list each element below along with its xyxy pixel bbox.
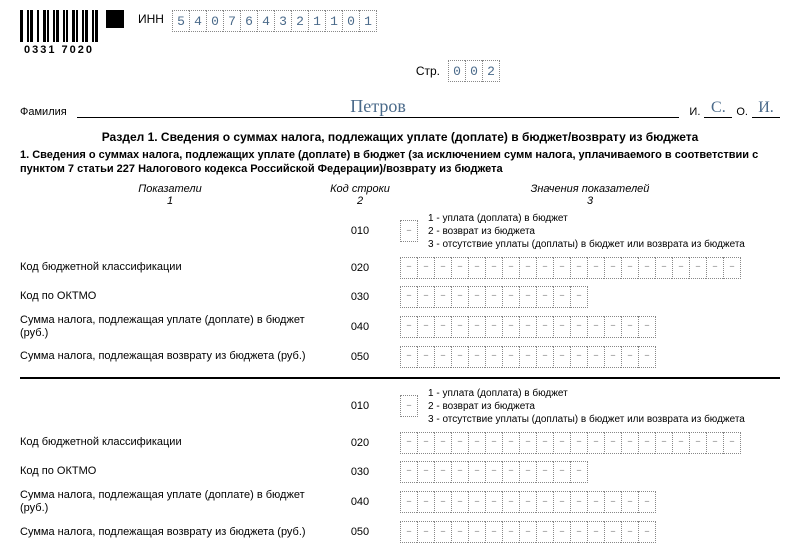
- row-050b: Сумма налога, подлежащая возврату из бюд…: [20, 520, 780, 544]
- box-010[interactable]: [400, 220, 418, 242]
- code-010b: 010: [320, 400, 400, 412]
- page-row: Стр. 002: [20, 60, 780, 82]
- code-030b: 030: [320, 466, 400, 478]
- label-030b: Код по ОКТМО: [20, 465, 320, 478]
- barcode-number: 0331 7020: [24, 44, 94, 56]
- label-040b: Сумма налога, подлежащая уплате (доплате…: [20, 489, 320, 515]
- initials: И. С. О. И.: [689, 99, 780, 118]
- col-1-num: 1: [20, 195, 320, 207]
- box-040[interactable]: [400, 316, 656, 338]
- row-020: Код бюджетной классификации 020: [20, 256, 780, 280]
- code-050b: 050: [320, 526, 400, 538]
- code-040b: 040: [320, 496, 400, 508]
- box-020[interactable]: [400, 257, 741, 279]
- code-010: 010: [320, 225, 400, 237]
- legend-010: 1 - уплата (доплата) в бюджет 2 - возвра…: [428, 212, 745, 251]
- column-numbers: 1 2 3: [20, 195, 780, 207]
- surname-value: Петров: [77, 96, 680, 118]
- label-050b: Сумма налога, подлежащая возврату из бюд…: [20, 526, 320, 539]
- section-subtitle: 1. Сведения о суммах налога, подлежащих …: [20, 148, 780, 177]
- divider: [20, 377, 780, 379]
- box-030[interactable]: [400, 286, 588, 308]
- box-050[interactable]: [400, 346, 656, 368]
- code-030: 030: [320, 291, 400, 303]
- label-050: Сумма налога, подлежащая возврату из бюд…: [20, 350, 320, 363]
- col-3-header: Значения показателей: [400, 183, 780, 195]
- code-020: 020: [320, 262, 400, 274]
- row-020b: Код бюджетной классификации 020: [20, 431, 780, 455]
- label-030: Код по ОКТМО: [20, 290, 320, 303]
- row-010: 010 1 - уплата (доплата) в бюджет 2 - во…: [20, 212, 780, 251]
- code-020b: 020: [320, 437, 400, 449]
- box-020b[interactable]: [400, 432, 741, 454]
- section-title: Раздел 1. Сведения о суммах налога, подл…: [20, 130, 780, 144]
- barcode: 0331 7020: [20, 10, 98, 56]
- i-value: С.: [704, 99, 732, 118]
- inn-label: ИНН: [138, 12, 164, 26]
- row-040b: Сумма налога, подлежащая уплате (доплате…: [20, 489, 780, 515]
- form-header: 0331 7020 ИНН 540764321101: [20, 10, 780, 56]
- col-2-num: 2: [320, 195, 400, 207]
- col-2-header: Код строки: [320, 183, 400, 195]
- row-040: Сумма налога, подлежащая уплате (доплате…: [20, 314, 780, 340]
- label-040: Сумма налога, подлежащая уплате (доплате…: [20, 314, 320, 340]
- page-label: Стр.: [416, 64, 440, 78]
- col-1-header: Показатели: [20, 183, 320, 195]
- box-010b[interactable]: [400, 395, 418, 417]
- row-030b: Код по ОКТМО 030: [20, 460, 780, 484]
- code-050: 050: [320, 351, 400, 363]
- row-050: Сумма налога, подлежащая возврату из бюд…: [20, 345, 780, 369]
- row-030: Код по ОКТМО 030: [20, 285, 780, 309]
- code-040: 040: [320, 321, 400, 333]
- row-010b: 010 1 - уплата (доплата) в бюджет 2 - во…: [20, 387, 780, 426]
- barcode-bars: [20, 10, 98, 42]
- inn-boxes: 540764321101: [172, 10, 377, 32]
- column-headers: Показатели Код строки Значения показател…: [20, 183, 780, 195]
- col-3-num: 3: [400, 195, 780, 207]
- legend-010b: 1 - уплата (доплата) в бюджет 2 - возвра…: [428, 387, 745, 426]
- box-040b[interactable]: [400, 491, 656, 513]
- page-boxes: 002: [448, 60, 500, 82]
- box-050b[interactable]: [400, 521, 656, 543]
- marker-square: [106, 10, 124, 28]
- o-value: И.: [752, 99, 780, 118]
- surname-label: Фамилия: [20, 106, 67, 118]
- o-label: О.: [736, 106, 748, 118]
- label-020: Код бюджетной классификации: [20, 261, 320, 274]
- i-label: И.: [689, 106, 700, 118]
- box-030b[interactable]: [400, 461, 588, 483]
- label-020b: Код бюджетной классификации: [20, 436, 320, 449]
- surname-row: Фамилия Петров И. С. О. И.: [20, 96, 780, 118]
